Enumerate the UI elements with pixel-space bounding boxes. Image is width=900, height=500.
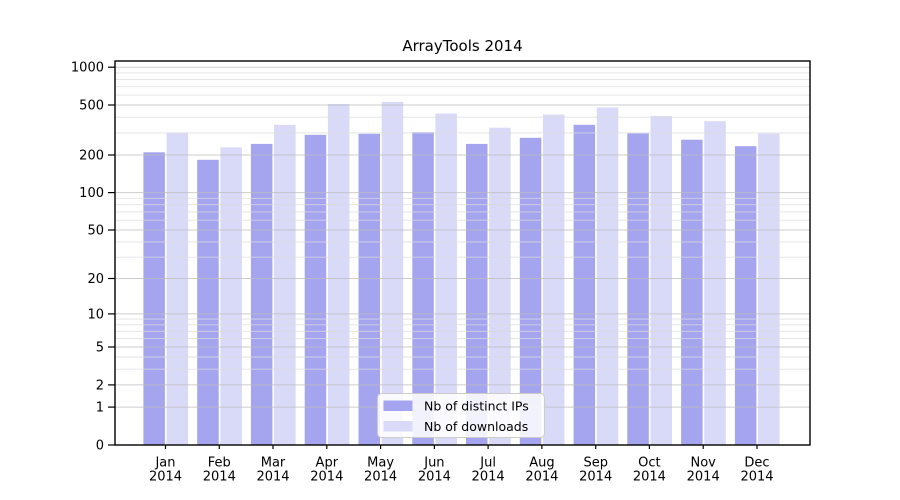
x-tick-label-month-aug: Aug bbox=[529, 456, 554, 471]
y-tick-label-100: 100 bbox=[79, 186, 104, 201]
x-axis: Jan2014Feb2014Mar2014Apr2014May2014Jun20… bbox=[149, 445, 774, 485]
bar-downloads-jan bbox=[166, 132, 189, 445]
bar-downloads-may bbox=[381, 101, 404, 446]
legend-swatch-distinct-ips bbox=[383, 400, 413, 411]
x-tick-label-year-jan: 2014 bbox=[149, 470, 182, 485]
bar-distinct-ips-jul bbox=[466, 143, 488, 445]
plot-area: 01251020501002005001000Jan2014Feb2014Mar… bbox=[71, 60, 811, 485]
bar-distinct-ips-may bbox=[358, 133, 380, 446]
x-tick-label-year-nov: 2014 bbox=[687, 470, 720, 485]
bar-downloads-dec bbox=[758, 133, 780, 445]
x-tick-label-month-may: May bbox=[367, 456, 394, 471]
bar-downloads-feb bbox=[220, 147, 242, 445]
y-tick-label-0: 0 bbox=[96, 439, 104, 454]
x-tick-label-year-oct: 2014 bbox=[633, 470, 666, 485]
y-tick-label-200: 200 bbox=[79, 149, 104, 164]
axes-frame bbox=[114, 60, 811, 446]
x-tick-label-year-mar: 2014 bbox=[256, 470, 289, 485]
x-tick-label-year-feb: 2014 bbox=[203, 470, 236, 485]
bar-downloads-jul bbox=[489, 127, 511, 445]
bar-downloads-aug bbox=[543, 114, 565, 445]
gridlines-group bbox=[115, 66, 810, 408]
y-tick-label-10: 10 bbox=[87, 307, 104, 322]
bar-distinct-ips-nov bbox=[681, 139, 703, 445]
legend: Nb of distinct IPs Nb of downloads bbox=[377, 393, 545, 438]
bar-downloads-oct bbox=[650, 115, 672, 446]
x-tick-label-month-jan: Jan bbox=[154, 456, 175, 471]
bar-distinct-ips-oct bbox=[627, 133, 649, 446]
y-tick-label-1: 1 bbox=[96, 401, 104, 416]
x-tick-label-month-dec: Dec bbox=[744, 456, 769, 471]
legend-label-downloads: Nb of downloads bbox=[424, 419, 528, 434]
legend-box bbox=[377, 393, 545, 438]
x-tick-label-month-mar: Mar bbox=[261, 456, 286, 471]
bar-distinct-ips-mar bbox=[250, 143, 273, 445]
x-tick-label-year-jul: 2014 bbox=[472, 470, 505, 485]
bar-downloads-nov bbox=[704, 121, 726, 445]
y-axis: 0 1 2 5 10 20 50 100 200 500 1000 bbox=[71, 61, 115, 454]
bar-distinct-ips-dec bbox=[734, 146, 757, 445]
bar-downloads-mar bbox=[274, 124, 296, 446]
x-tick-label-year-jun: 2014 bbox=[418, 470, 451, 485]
bar-distinct-ips-jan bbox=[143, 152, 165, 446]
x-tick-label-month-sep: Sep bbox=[583, 456, 608, 471]
x-tick-label-month-oct: Oct bbox=[638, 456, 660, 471]
y-tick-label-50: 50 bbox=[87, 224, 104, 239]
x-tick-label-month-apr: Apr bbox=[316, 456, 339, 471]
bar-downloads-apr bbox=[327, 104, 350, 445]
bar-distinct-ips-jun bbox=[412, 132, 434, 445]
y-tick-label-5: 5 bbox=[96, 341, 104, 356]
bar-distinct-ips-feb bbox=[197, 159, 219, 446]
legend-label-distinct-ips: Nb of distinct IPs bbox=[424, 399, 529, 414]
x-tick-label-month-nov: Nov bbox=[691, 456, 717, 471]
y-tick-label-1000: 1000 bbox=[71, 61, 104, 76]
chart-title: ArrayTools 2014 bbox=[402, 37, 522, 55]
bar-distinct-ips-sep bbox=[573, 124, 596, 446]
y-tick-label-2: 2 bbox=[96, 378, 104, 393]
x-tick-label-year-sep: 2014 bbox=[579, 470, 612, 485]
x-tick-label-year-may: 2014 bbox=[364, 470, 397, 485]
x-tick-label-month-feb: Feb bbox=[208, 456, 231, 471]
y-tick-label-500: 500 bbox=[79, 99, 104, 114]
bar-downloads-jun bbox=[435, 113, 457, 445]
x-tick-label-year-apr: 2014 bbox=[310, 470, 343, 485]
x-tick-label-year-dec: 2014 bbox=[740, 470, 773, 485]
bar-downloads-sep bbox=[596, 107, 619, 445]
legend-swatch-downloads bbox=[383, 421, 413, 432]
bar-distinct-ips-apr bbox=[304, 134, 327, 446]
x-tick-label-year-aug: 2014 bbox=[525, 470, 558, 485]
x-tick-label-month-jul: Jul bbox=[479, 456, 496, 471]
bar-distinct-ips-aug bbox=[519, 137, 542, 446]
y-tick-label-20: 20 bbox=[87, 272, 104, 287]
x-tick-label-month-jun: Jun bbox=[423, 456, 444, 471]
